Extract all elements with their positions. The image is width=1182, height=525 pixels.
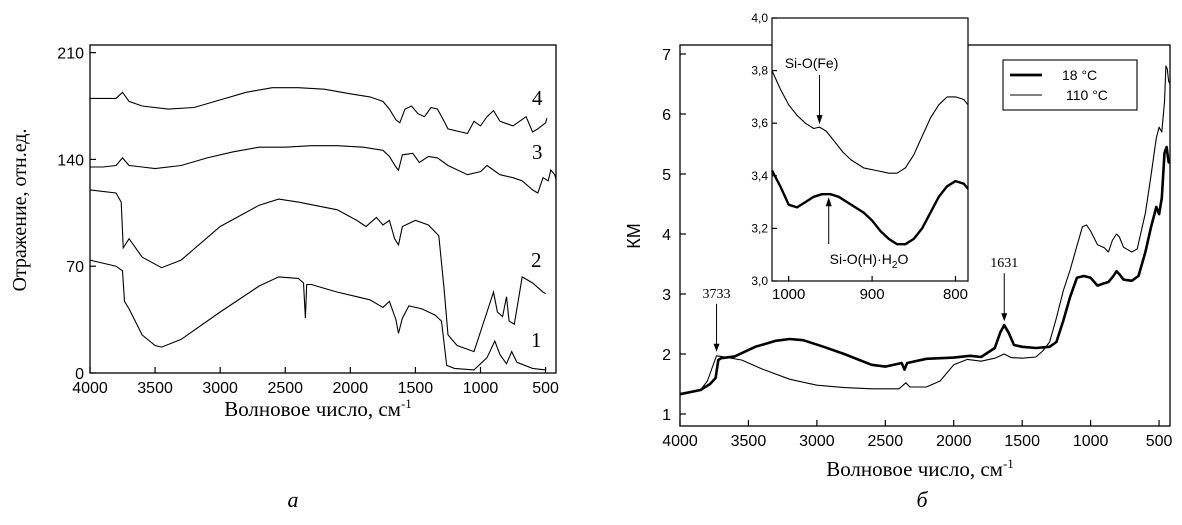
inset-annotation-tail: O [897,251,908,267]
inset-x-tick-label: 1000 [772,286,805,303]
panel-b-y-tick-label: 3 [662,287,671,304]
inset-series-110-line [771,70,969,174]
panel-a-axes-frame [89,44,557,374]
panel-b-x-tick-label: 4000 [662,433,698,450]
panel-b-series-18-line [679,145,1171,396]
panel-b-y-tick-label: 4 [662,227,671,244]
panel-b-series-110-line [679,65,1171,395]
panel-a-label: а [288,487,299,512]
annotation-1631-arrow-head [1001,313,1008,322]
panel-a-y-tick-label: 0 [75,366,84,383]
panel-a-x-tick-label: 2000 [333,380,369,397]
panel-a-x-tick-label: 1500 [398,380,434,397]
panel-b-x-axis-label: Волновое число, см-1 [826,456,1014,481]
panel-b-x-tick-label: 500 [1146,433,1173,450]
legend-label-110: 110 °C [1066,87,1108,103]
panel-b-y-tick-label: 2 [662,347,671,364]
panel-a-x-tick-label: 3500 [137,380,173,397]
inset-annotation-si-o-h-arrow-head [825,197,832,207]
panel-a-y-tick-label: 210 [57,46,84,63]
panel-b-label: б [916,487,928,512]
panel-b-x-tick-label: 3000 [799,433,835,450]
inset-x-tick-label: 900 [860,286,885,303]
inset-annotation-si-o-fe: Si-O(Fe) [785,55,839,71]
panel-b-x-tick-label: 3500 [731,433,767,450]
panel-a-x-tick-label: 3000 [202,380,238,397]
inset-annotation-si-o-h-text: Si-O(H)·H [830,251,892,267]
panel-a-series-1-label: 1 [531,328,542,352]
panel-b-y-tick-label: 7 [662,47,671,64]
inset-y-tick-label: 3,2 [751,221,768,235]
annotation-1631: 1631 [990,256,1018,271]
panel-b-y-tick-label: 6 [662,107,671,124]
panel-a-y-axis-label: Отражение, отн.ед. [9,129,31,292]
panel-a-y-tick-label: 140 [57,152,84,169]
panel-a-x-tick-label: 1000 [463,380,499,397]
legend-box [1002,59,1138,111]
inset-series-18-line [770,169,969,246]
inset-x-tick-label: 800 [943,286,968,303]
panel-a-series-4-label: 4 [532,86,543,110]
annotation-3733-arrow-head [713,343,720,352]
panel-a-x-tick-label: 2500 [267,380,303,397]
panel-b-x-tick-label: 1500 [1004,433,1040,450]
panel-a: 4000 3500 3000 2500 2000 1500 1000 500 0 70 140 210… [9,44,559,512]
inset-y-tick-label: 3,4 [751,169,768,183]
panel-a-x-tick-label: 4000 [72,380,108,397]
legend-label-18: 18 °C [1062,67,1097,83]
annotation-3733: 3733 [703,287,731,302]
inset-y-tick-label: 3,8 [751,64,768,78]
inset-axes-frame [771,17,969,282]
panel-a-series-3-line [90,145,557,194]
panel-a-series-2-line [89,189,546,353]
panel-b-y-tick-label: 5 [662,167,671,184]
panel-a-series-1-line [89,259,546,371]
panel-b-y-tick-label: 1 [662,407,671,424]
inset-annotation-si-o-h-h2o: Si-O(H)·H2O [830,251,909,271]
panel-b-x-tick-label: 2500 [868,433,904,450]
panel-a-series-3-label: 3 [532,140,543,164]
panel-b-x-tick-label: 2000 [936,433,972,450]
panel-a-y-tick-label: 70 [66,259,84,276]
panel-b-y-axis-label: КМ [624,223,644,248]
inset-y-tick-label: 3,6 [751,116,768,130]
inset-y-tick-label: 4,0 [751,11,768,25]
panel-b-x-tick-label: 1000 [1073,433,1109,450]
panel-b: 4000 3500 3000 2500 2000 1500 1000 500 1 2 3 4 5 6 7 3… [624,11,1172,512]
inset-y-tick-label: 3,0 [751,274,768,288]
panel-a-x-tick-label: 500 [532,380,559,397]
legend: 18 °C 110 °C [1002,59,1138,111]
inset-chart: 1000 900 800 3,0 3,2 3,4 3,6 3,8 4,0 Si-O(Fe) Si-… [751,11,969,303]
inset-annotation-subscript: 2 [892,260,898,271]
panel-a-series-4-line [90,87,548,135]
panel-a-series-2-label: 2 [531,248,542,272]
panel-a-x-axis-label: Волновое число, см-1 [224,396,412,421]
inset-annotation-si-o-fe-arrow-head [816,115,823,125]
